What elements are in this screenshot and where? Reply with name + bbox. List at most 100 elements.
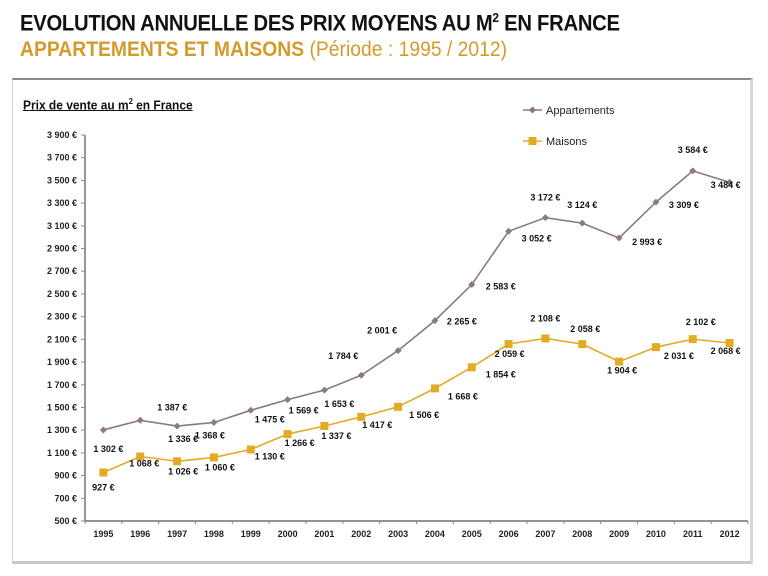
y-tick-label: 3 300 € bbox=[47, 198, 77, 208]
page-title-superscript: 2 bbox=[492, 10, 499, 25]
data-label: 1 668 € bbox=[448, 391, 478, 401]
data-point-square bbox=[283, 430, 292, 439]
data-label: 1 569 € bbox=[289, 406, 319, 416]
page-title-text: EVOLUTION ANNUELLE DES PRIX MOYENS AU M bbox=[20, 10, 493, 36]
data-label: 1 368 € bbox=[195, 430, 225, 440]
x-tick-label: 2002 bbox=[351, 529, 371, 539]
y-tick-label: 900 € bbox=[54, 471, 77, 481]
data-point-diamond bbox=[210, 418, 218, 426]
data-point-square bbox=[246, 445, 255, 454]
y-tick-label: 2 900 € bbox=[47, 244, 77, 254]
data-point-square bbox=[651, 343, 660, 352]
page-title-end: EN FRANCE bbox=[498, 10, 620, 36]
data-point-diamond bbox=[173, 422, 181, 430]
data-label: 2 058 € bbox=[570, 324, 600, 334]
subtitle-period: (Période : 1995 / 2012) bbox=[304, 38, 508, 61]
data-point-square bbox=[615, 357, 624, 366]
x-tick-label: 1995 bbox=[93, 529, 113, 539]
data-point-square bbox=[173, 457, 182, 466]
data-point-diamond bbox=[652, 198, 660, 206]
x-tick-label: 2003 bbox=[388, 529, 408, 539]
x-tick-label: 2011 bbox=[683, 529, 703, 539]
series-line-maisons bbox=[103, 337, 730, 474]
x-tick-label: 2006 bbox=[499, 529, 519, 539]
data-label: 1 336 € bbox=[168, 434, 198, 444]
data-label: 1 302 € bbox=[93, 444, 123, 454]
data-point-diamond bbox=[394, 347, 402, 355]
x-tick-label: 2010 bbox=[646, 529, 666, 539]
y-tick-label: 1 700 € bbox=[47, 380, 77, 390]
data-label: 2 993 € bbox=[632, 237, 662, 247]
data-label: 2 265 € bbox=[447, 317, 477, 327]
x-tick-label: 1998 bbox=[204, 529, 224, 539]
data-label: 1 068 € bbox=[129, 459, 159, 469]
data-point-diamond bbox=[726, 178, 734, 186]
y-tick-label: 2 500 € bbox=[47, 289, 77, 299]
y-tick-label: 3 700 € bbox=[47, 153, 77, 163]
chart-title-end: en France bbox=[132, 97, 193, 113]
x-tick-label: 1999 bbox=[241, 529, 261, 539]
x-axis: 1995 1996 1997 1998 1999 2000 2001 2002 2003 2004… bbox=[84, 520, 749, 539]
data-label: 1 130 € bbox=[255, 451, 285, 461]
x-tick-label: 2008 bbox=[572, 529, 592, 539]
data-point-square bbox=[725, 338, 734, 347]
data-label: 3 584 € bbox=[678, 145, 708, 155]
data-point-square bbox=[541, 334, 550, 343]
data-label: 3 309 € bbox=[669, 200, 699, 210]
data-point-diamond bbox=[320, 386, 328, 394]
x-tick-label: 2007 bbox=[535, 529, 555, 539]
y-tick-label: 2 700 € bbox=[47, 266, 77, 276]
y-tick-label: 700 € bbox=[54, 493, 77, 503]
data-point-diamond bbox=[136, 416, 144, 424]
y-tick-label: 1 300 € bbox=[47, 425, 77, 435]
data-point-diamond bbox=[689, 167, 697, 175]
series-layer bbox=[99, 167, 734, 477]
data-point-square bbox=[467, 363, 476, 372]
chart-panel bbox=[12, 78, 753, 564]
page-subtitle: APPARTEMENTS ET MAISONS (Période : 1995 … bbox=[20, 38, 507, 62]
data-label: 927 € bbox=[92, 483, 115, 493]
data-label: 1 506 € bbox=[409, 410, 439, 420]
legend-label: Appartements bbox=[546, 105, 615, 117]
data-label: 1 387 € bbox=[157, 402, 187, 412]
data-point-square bbox=[136, 452, 145, 461]
data-label: 3 052 € bbox=[522, 233, 552, 243]
y-tick-label: 3 500 € bbox=[47, 175, 77, 185]
data-label: 1 475 € bbox=[255, 414, 285, 424]
x-tick-label: 2009 bbox=[609, 529, 629, 539]
x-tick-label: 2012 bbox=[720, 529, 740, 539]
data-point-diamond bbox=[578, 219, 586, 227]
data-label: 2 059 € bbox=[495, 349, 525, 359]
legend-item-maisons: Maisons bbox=[523, 136, 587, 148]
chart-title-text: Prix de vente au m bbox=[23, 97, 129, 113]
series-appartements bbox=[99, 167, 734, 434]
data-labels: 1 302 € 1 387 € 1 336 €1 368 € 1 475 € 1 569… bbox=[92, 145, 740, 493]
data-point-diamond bbox=[615, 234, 623, 242]
y-tick-label: 1 900 € bbox=[47, 357, 77, 367]
x-tick-label: 2000 bbox=[278, 529, 298, 539]
data-point-square bbox=[394, 402, 403, 411]
data-point-diamond bbox=[284, 396, 292, 404]
series-maisons bbox=[99, 334, 734, 477]
x-tick-label: 1996 bbox=[130, 529, 150, 539]
data-point-diamond bbox=[247, 406, 255, 414]
data-label: 2 583 € bbox=[486, 282, 516, 292]
data-label: 1 904 € bbox=[607, 366, 637, 376]
page-title: EVOLUTION ANNUELLE DES PRIX MOYENS AU M2… bbox=[20, 10, 620, 36]
chart-title: Prix de vente au m2 en France bbox=[23, 97, 193, 112]
data-point-square bbox=[430, 384, 439, 393]
data-point-square bbox=[688, 335, 697, 344]
data-point-diamond bbox=[357, 371, 365, 379]
data-label: 1 417 € bbox=[362, 420, 392, 430]
y-tick-label: 3 900 € bbox=[47, 130, 77, 140]
y-tick-label: 500 € bbox=[54, 516, 77, 526]
data-label: 1 854 € bbox=[486, 369, 516, 379]
data-point-diamond bbox=[541, 214, 549, 222]
data-point-diamond bbox=[505, 227, 513, 235]
data-label: 3 124 € bbox=[567, 200, 597, 210]
series-line-appartements bbox=[103, 169, 730, 431]
data-point-square bbox=[209, 453, 218, 462]
data-label: 2 102 € bbox=[686, 317, 716, 327]
x-tick-label: 1997 bbox=[167, 529, 187, 539]
data-point-diamond bbox=[468, 281, 476, 289]
